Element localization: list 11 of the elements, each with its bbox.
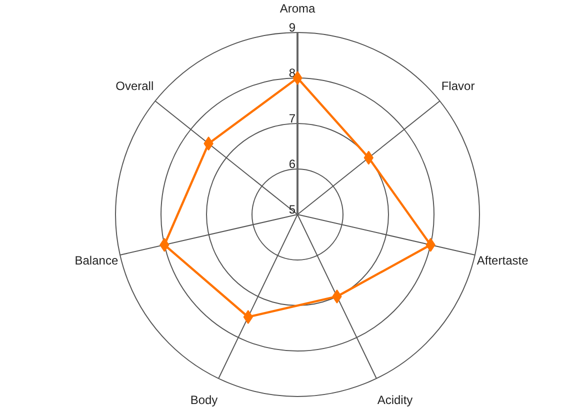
spoke-label: Body <box>190 393 218 408</box>
spoke-label: Balance <box>74 253 118 268</box>
spoke-label: Aftertaste <box>476 253 529 268</box>
y-tick-label: 9 <box>288 20 296 34</box>
spoke-label: Flavor <box>441 79 475 94</box>
spoke-label: Overall <box>116 79 154 94</box>
y-tick-label: 6 <box>288 157 296 171</box>
y-tick-label: 8 <box>288 66 296 80</box>
y-tick-label: 7 <box>288 112 296 126</box>
spoke-label: Aroma <box>280 2 316 16</box>
spoke-label: Acidity <box>377 393 413 408</box>
